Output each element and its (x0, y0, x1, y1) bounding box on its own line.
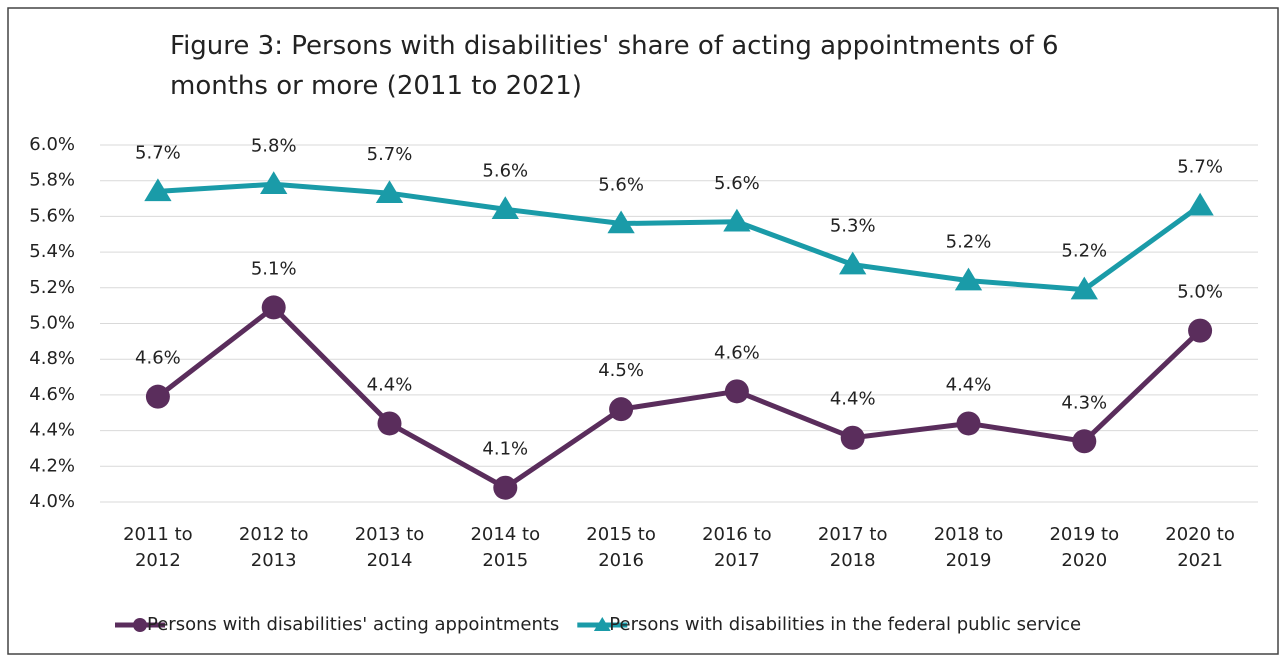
data-point (956, 411, 981, 436)
series-line (157, 181, 1202, 293)
y-tick-label: 4.0% (29, 491, 75, 512)
data-point (839, 251, 867, 275)
data-point (609, 397, 634, 422)
chart-border (7, 7, 1279, 655)
y-tick-label: 5.4% (29, 241, 75, 262)
chart-title: Figure 3: Persons with disabilities' sha… (170, 31, 1059, 101)
y-tick-label: 5.8% (29, 170, 75, 191)
data-label: 5.3% (830, 216, 876, 237)
y-tick-label: 5.6% (29, 205, 75, 226)
data-point (723, 208, 751, 232)
y-tick-label: 4.4% (29, 420, 75, 441)
data-point (607, 210, 635, 234)
y-tick-label: 4.6% (29, 384, 75, 405)
legend-marker (133, 618, 147, 632)
y-tick-label: 6.0% (29, 134, 75, 155)
data-point (1070, 276, 1098, 300)
data-point (1188, 318, 1213, 343)
data-label: 5.2% (946, 232, 992, 253)
x-tick-label: 2013 to 2014 (354, 524, 425, 571)
data-label: 4.5% (598, 360, 644, 381)
data-point (377, 411, 402, 436)
data-label: 4.3% (1061, 392, 1107, 413)
data-label: 5.7% (135, 142, 181, 163)
x-tick-label: 2012 to 2013 (238, 524, 309, 571)
data-label: 4.4% (946, 374, 992, 395)
data-point (144, 178, 172, 202)
x-tick-label: 2020 to 2021 (1165, 524, 1235, 571)
data-point (1186, 192, 1214, 216)
data-label: 5.1% (251, 258, 297, 279)
x-tick-label: 2019 to 2020 (1049, 524, 1120, 571)
data-label: 5.7% (367, 144, 413, 165)
data-point (724, 379, 749, 404)
y-tick-label: 4.2% (29, 455, 75, 476)
y-tick-label: 5.0% (29, 313, 75, 334)
data-point (375, 180, 404, 203)
data-point (491, 196, 519, 220)
x-tick-label: 2014 to 2015 (470, 524, 541, 571)
x-tick-label: 2016 to 2017 (702, 524, 772, 571)
x-tick-label: 2018 to 2019 (933, 524, 1004, 571)
x-tick-label: 2017 to 2018 (817, 524, 888, 571)
x-tick-label: 2011 to 2012 (123, 524, 193, 571)
data-label: 5.8% (251, 135, 297, 156)
data-label: 4.4% (367, 374, 413, 395)
legend-marker (593, 617, 611, 631)
y-tick-label: 4.8% (29, 348, 75, 369)
data-label: 5.2% (1061, 241, 1107, 262)
data-point (840, 425, 865, 450)
data-label: 5.0% (1177, 282, 1223, 303)
data-point (954, 267, 983, 291)
data-label: 5.7% (1177, 157, 1223, 178)
data-label: 4.6% (135, 348, 181, 369)
data-point (1072, 429, 1097, 454)
series-line (156, 304, 1202, 491)
x-tick-label: 2015 to 2016 (586, 524, 656, 571)
y-tick-label: 5.2% (29, 277, 75, 298)
data-point (261, 295, 286, 320)
data-label: 5.6% (714, 173, 760, 194)
data-label: 4.6% (714, 342, 760, 363)
data-point (145, 384, 170, 409)
data-label: 4.1% (482, 439, 528, 460)
data-label: 5.6% (598, 175, 644, 196)
data-point (493, 475, 518, 500)
data-label: 4.4% (830, 389, 876, 410)
legend-label: Persons with disabilities in the federal… (609, 614, 1081, 635)
legend-label: Persons with disabilities' acting appoin… (147, 614, 559, 635)
data-point (260, 171, 288, 195)
data-label: 5.6% (482, 160, 528, 181)
